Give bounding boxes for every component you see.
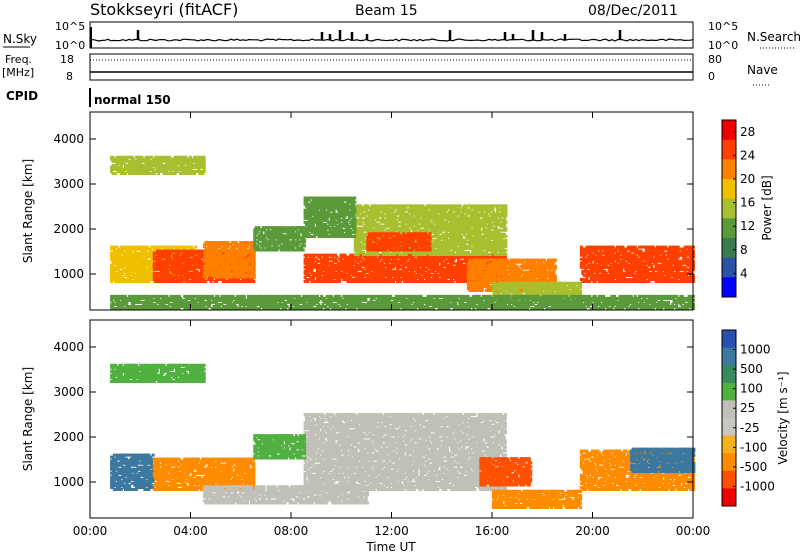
nsearch-tick-bottom: 10^0 (708, 39, 738, 52)
range-cell (120, 256, 123, 259)
range-cell (317, 260, 320, 263)
range-cell (377, 253, 380, 256)
range-cell (429, 274, 432, 277)
range-cell (411, 204, 414, 207)
freq-unit: [MHz] (2, 66, 34, 79)
range-cell (127, 246, 130, 249)
cpid-value: normal 150 (94, 93, 171, 107)
nsky-panel (90, 22, 693, 48)
range-cell (169, 258, 172, 261)
freq-tick-top: 18 (60, 53, 74, 66)
range-cell (384, 278, 387, 281)
range-cell (453, 262, 456, 265)
range-cell (388, 253, 391, 256)
range-cell (160, 246, 163, 249)
range-cell (252, 280, 255, 283)
range-cell (358, 227, 361, 230)
range-cell (377, 204, 380, 207)
date-label: 08/Dec/2011 (588, 3, 678, 19)
range-cell (183, 250, 186, 253)
range-cell (436, 274, 439, 277)
range-cell (327, 258, 330, 261)
range-cell (361, 227, 364, 230)
nave-label: Nave (747, 63, 778, 77)
range-cell (196, 270, 199, 273)
range-cell (179, 250, 182, 253)
range-cell (504, 256, 507, 259)
range-cell (253, 257, 256, 260)
nsearch-tick-top: 10^5 (708, 20, 738, 33)
range-cell (335, 256, 338, 259)
range-cell (408, 229, 411, 232)
nsky-tick-top: 10^5 (55, 20, 85, 33)
range-cell (333, 280, 336, 283)
range-cell (114, 172, 117, 175)
nsearch-label: N.Search (747, 30, 800, 44)
range-cell (194, 246, 197, 249)
range-cell (451, 280, 454, 283)
range-cell (399, 266, 402, 269)
freq-tick-bottom: 8 (66, 70, 73, 83)
range-cell (319, 254, 322, 257)
nsky-trace (90, 27, 693, 48)
range-cell (361, 223, 364, 226)
range-cell (253, 261, 256, 264)
nave-tick-top: 80 (708, 53, 722, 66)
freq-label: Freq. (5, 53, 32, 66)
nsky-label: N.Sky (3, 32, 37, 46)
range-cell (152, 158, 155, 161)
range-cell (361, 219, 364, 222)
beam-label: Beam 15 (355, 3, 418, 19)
range-cell (203, 156, 206, 159)
radar-title: Stokkseyri (fitACF) (90, 0, 238, 19)
range-cell (383, 219, 386, 222)
range-cell (245, 253, 248, 256)
range-cell (253, 274, 256, 277)
range-cell (362, 251, 365, 254)
range-cell (204, 280, 207, 283)
range-cell (124, 172, 127, 175)
range-cell (121, 276, 124, 279)
freq-panel (90, 54, 693, 80)
cpid-label: CPID (6, 89, 38, 103)
range-cell (113, 266, 116, 269)
range-cell (172, 250, 175, 253)
range-cell (174, 280, 177, 283)
range-cell (193, 156, 196, 159)
range-cell (145, 156, 148, 159)
nave-tick-bottom: 0 (708, 70, 715, 83)
range-cell (143, 246, 146, 249)
range-cell (253, 269, 256, 272)
range-cell (141, 156, 144, 159)
nsky-tick-bottom: 10^0 (55, 39, 85, 52)
range-cell (167, 270, 170, 273)
range-cell (362, 268, 365, 271)
range-cell (113, 246, 116, 249)
